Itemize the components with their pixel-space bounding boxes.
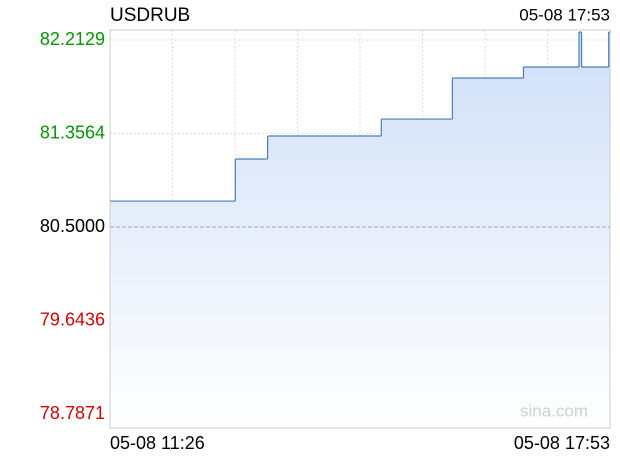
watermark: sina.com (520, 401, 588, 420)
y-tick-label: 78.7871 (40, 403, 105, 423)
timestamp: 05-08 17:53 (519, 5, 610, 24)
y-tick-label: 80.5000 (40, 216, 105, 236)
chart-title: USDRUB (110, 5, 190, 26)
y-tick-label: 81.3564 (40, 122, 105, 142)
y-tick-label: 79.6436 (40, 309, 105, 329)
plot-frame (109, 29, 611, 429)
area (110, 32, 610, 428)
y-tick-label: 82.2129 (40, 29, 105, 49)
x-tick-label: 05-08 11:26 (110, 433, 205, 453)
x-tick-label: 05-08 17:53 (514, 433, 610, 453)
